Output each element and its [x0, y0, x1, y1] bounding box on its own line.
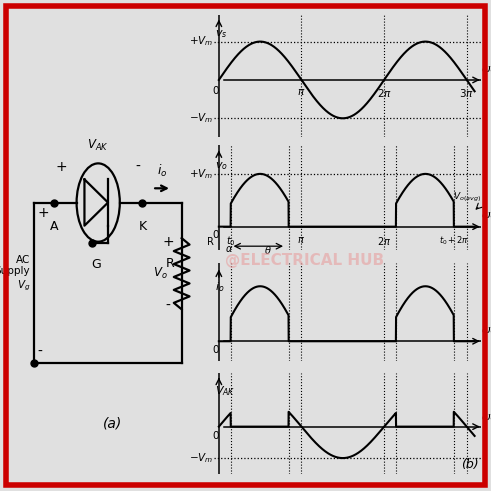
Text: $V_{o(avg)}$: $V_{o(avg)}$	[453, 191, 481, 204]
Text: -: -	[37, 345, 42, 359]
Text: 0: 0	[212, 432, 219, 441]
Text: 0: 0	[212, 86, 219, 96]
Text: R: R	[165, 257, 174, 270]
Text: +: +	[162, 235, 174, 249]
Text: $v_o$: $v_o$	[215, 161, 228, 172]
Text: $-V_m$: $-V_m$	[189, 451, 214, 465]
Text: (b): (b)	[461, 458, 479, 471]
Text: 0: 0	[212, 345, 219, 355]
Text: $i_o$: $i_o$	[157, 164, 167, 179]
Text: R: R	[207, 238, 214, 247]
Text: +: +	[37, 206, 49, 220]
Text: $3\pi$: $3\pi$	[459, 87, 474, 99]
Text: A: A	[50, 220, 58, 233]
Text: (a): (a)	[103, 416, 123, 430]
Text: $i_o$: $i_o$	[215, 280, 224, 294]
Text: $\theta$: $\theta$	[264, 244, 272, 255]
Text: $\pi$: $\pi$	[298, 235, 305, 245]
Text: $\omega t$: $\omega t$	[481, 323, 491, 335]
Text: $\alpha$: $\alpha$	[225, 244, 234, 253]
Text: @ELECTRICAL HUB: @ELECTRICAL HUB	[225, 253, 384, 268]
Text: $2\pi$: $2\pi$	[377, 87, 392, 99]
Text: 0: 0	[212, 230, 219, 241]
Text: $2\pi$: $2\pi$	[377, 235, 391, 246]
Text: $\omega t$: $\omega t$	[481, 62, 491, 74]
Text: -: -	[165, 299, 170, 313]
Text: $V_{AK}$: $V_{AK}$	[215, 384, 235, 398]
Text: G: G	[91, 258, 101, 271]
Text: $V_o$: $V_o$	[153, 266, 167, 281]
Text: $V_{AK}$: $V_{AK}$	[87, 137, 109, 153]
Text: $t_0+2\pi$: $t_0+2\pi$	[439, 235, 469, 247]
Text: +: +	[56, 160, 68, 174]
Text: $+V_m$: $+V_m$	[189, 167, 214, 181]
Text: $\omega t$: $\omega t$	[481, 208, 491, 220]
Text: K: K	[138, 220, 146, 233]
Text: -: -	[136, 160, 140, 174]
Text: $v_s$: $v_s$	[215, 28, 227, 40]
Text: $+V_m$: $+V_m$	[189, 35, 214, 49]
Text: $\pi$: $\pi$	[297, 87, 306, 97]
Text: $\omega t$: $\omega t$	[481, 410, 491, 422]
Text: $t_0$: $t_0$	[226, 235, 236, 248]
Text: AC
Supply
$V_g$: AC Supply $V_g$	[0, 255, 30, 293]
Text: $-V_m$: $-V_m$	[189, 111, 214, 125]
